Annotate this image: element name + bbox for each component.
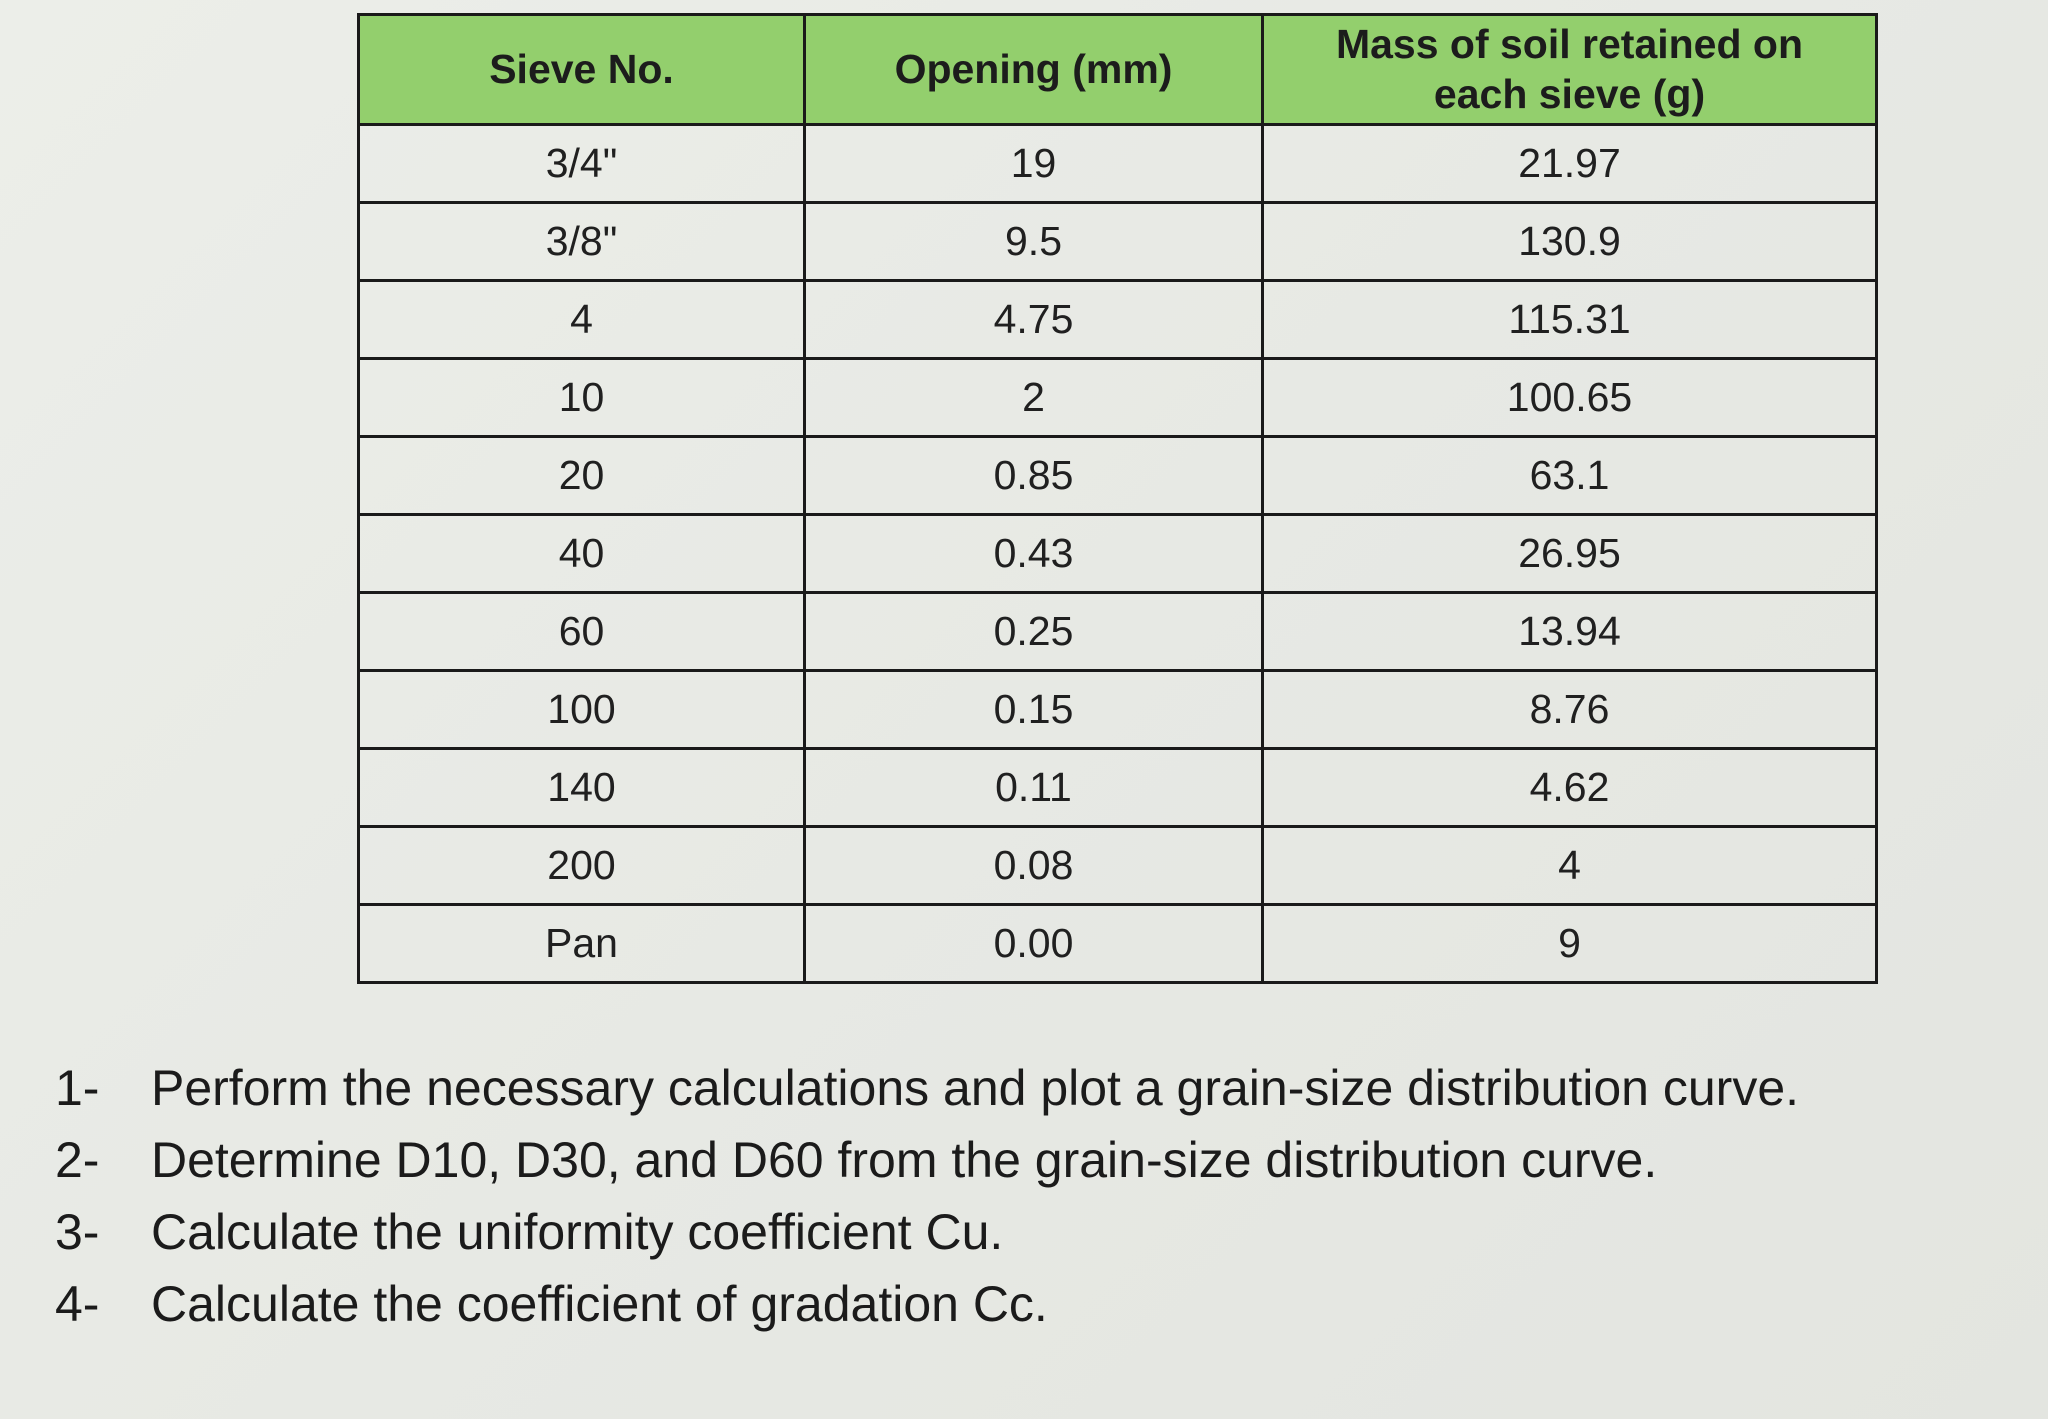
header-mass-line2: each sieve (g) [1433, 70, 1706, 117]
cell-opening: 9.5 [803, 201, 1264, 282]
cell-sieve: 200 [357, 825, 806, 906]
question-text: Determine D10, D30, and D60 from the gra… [151, 1132, 1658, 1188]
question-number: 1- [55, 1060, 100, 1116]
cell-sieve: 4 [357, 279, 806, 360]
header-opening: Opening (mm) [803, 13, 1264, 126]
cell-opening: 0.15 [803, 669, 1264, 750]
table-row: 100 0.15 8.76 [357, 669, 1878, 750]
question-item: 1- Perform the necessary calculations an… [55, 1052, 2015, 1124]
cell-opening: 0.85 [803, 435, 1264, 516]
question-text: Calculate the uniformity coefficient Cu. [151, 1204, 1004, 1260]
cell-mass: 115.31 [1261, 279, 1878, 360]
cell-mass: 9 [1261, 903, 1878, 984]
cell-opening: 0.25 [803, 591, 1264, 672]
table-row: 3/4" 19 21.97 [357, 123, 1878, 204]
table-header-row: Sieve No. Opening (mm) Mass of soil reta… [357, 13, 1878, 126]
cell-mass: 13.94 [1261, 591, 1878, 672]
table-row: 60 0.25 13.94 [357, 591, 1878, 672]
header-sieve-no: Sieve No. [357, 13, 806, 126]
cell-opening: 4.75 [803, 279, 1264, 360]
cell-sieve: 140 [357, 747, 806, 828]
question-number: 3- [55, 1204, 100, 1260]
cell-mass: 130.9 [1261, 201, 1878, 282]
table-row: 140 0.11 4.62 [357, 747, 1878, 828]
table-row: 20 0.85 63.1 [357, 435, 1878, 516]
cell-mass: 8.76 [1261, 669, 1878, 750]
question-item: 4- Calculate the coefficient of gradatio… [55, 1268, 2015, 1340]
table-row: 10 2 100.65 [357, 357, 1878, 438]
cell-sieve: Pan [357, 903, 806, 984]
cell-mass: 63.1 [1261, 435, 1878, 516]
question-number: 2- [55, 1132, 100, 1188]
table-row: 200 0.08 4 [357, 825, 1878, 906]
cell-mass: 26.95 [1261, 513, 1878, 594]
cell-mass: 4.62 [1261, 747, 1878, 828]
question-text: Perform the necessary calculations and p… [151, 1060, 1800, 1116]
cell-mass: 21.97 [1261, 123, 1878, 204]
cell-mass: 100.65 [1261, 357, 1878, 438]
cell-sieve: 40 [357, 513, 806, 594]
table-row: 3/8" 9.5 130.9 [357, 201, 1878, 282]
cell-opening: 0.43 [803, 513, 1264, 594]
question-text: Calculate the coefficient of gradation C… [151, 1276, 1048, 1332]
cell-sieve: 20 [357, 435, 806, 516]
cell-sieve: 60 [357, 591, 806, 672]
table-row: Pan 0.00 9 [357, 903, 1878, 984]
cell-opening: 2 [803, 357, 1264, 438]
header-mass-retained: Mass of soil retained on each sieve (g) [1261, 13, 1878, 126]
cell-mass: 4 [1261, 825, 1878, 906]
cell-opening: 0.08 [803, 825, 1264, 906]
cell-sieve: 10 [357, 357, 806, 438]
question-item: 3- Calculate the uniformity coefficient … [55, 1196, 2015, 1268]
table-row: 4 4.75 115.31 [357, 279, 1878, 360]
sieve-analysis-table: Sieve No. Opening (mm) Mass of soil reta… [357, 13, 1878, 984]
cell-opening: 0.11 [803, 747, 1264, 828]
question-list: 1- Perform the necessary calculations an… [55, 1052, 2015, 1340]
cell-opening: 19 [803, 123, 1264, 204]
table-row: 40 0.43 26.95 [357, 513, 1878, 594]
cell-opening: 0.00 [803, 903, 1264, 984]
cell-sieve: 3/8" [357, 201, 806, 282]
question-item: 2- Determine D10, D30, and D60 from the … [55, 1124, 2015, 1196]
cell-sieve: 100 [357, 669, 806, 750]
cell-sieve: 3/4" [357, 123, 806, 204]
question-number: 4- [55, 1276, 100, 1332]
header-mass-line1: Mass of soil retained on [1335, 21, 1804, 68]
